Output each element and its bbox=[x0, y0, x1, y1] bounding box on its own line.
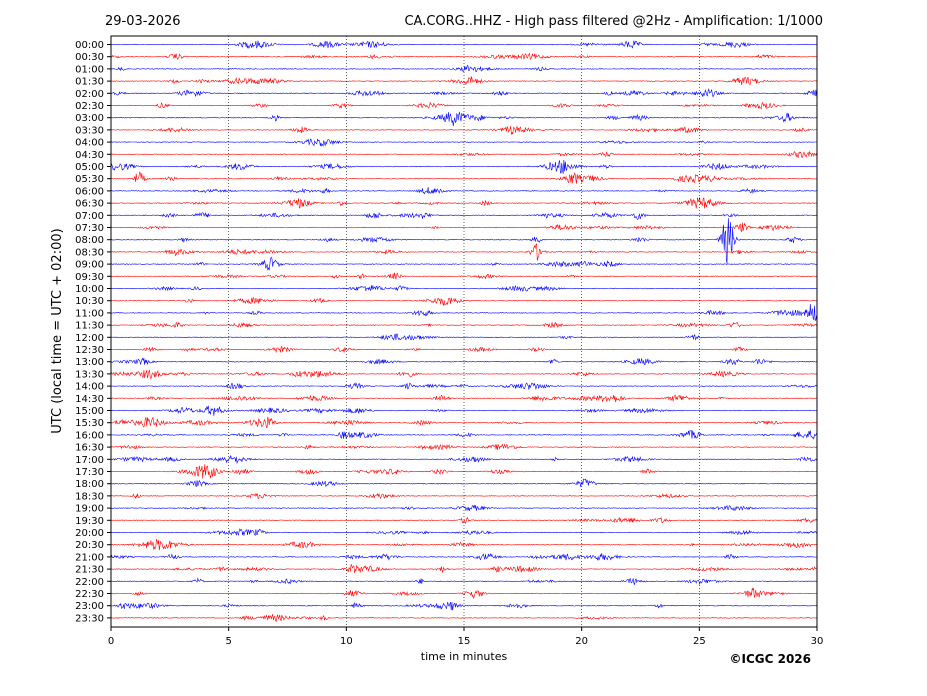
y-tick-label: 11:30 bbox=[75, 321, 104, 332]
plot-frame bbox=[110, 35, 818, 628]
y-tick-label: 03:30 bbox=[75, 125, 104, 136]
trace-line bbox=[110, 65, 817, 73]
trace-line bbox=[110, 587, 817, 600]
y-tick-label: 17:00 bbox=[75, 455, 104, 466]
y-tick-label: 07:30 bbox=[75, 223, 104, 234]
trace-line bbox=[110, 416, 817, 428]
trace-line bbox=[110, 187, 817, 195]
y-axis-label: UTC (local time = UTC + 02:00) bbox=[50, 228, 65, 433]
y-tick-label: 23:30 bbox=[75, 613, 104, 624]
trace-line bbox=[110, 40, 817, 49]
copyright-label: ©ICGC 2026 bbox=[729, 652, 811, 666]
y-tick-label: 17:30 bbox=[75, 467, 104, 478]
y-tick-label: 02:00 bbox=[75, 89, 104, 100]
y-tick-label: 06:30 bbox=[75, 199, 104, 210]
y-tick-label: 21:00 bbox=[75, 552, 104, 563]
y-tick-label: 09:00 bbox=[75, 260, 104, 271]
trace-line bbox=[110, 553, 817, 561]
y-tick-label: 08:30 bbox=[75, 247, 104, 258]
y-tick-label: 04:30 bbox=[75, 150, 104, 161]
trace-line bbox=[110, 222, 817, 233]
y-tick-label: 18:30 bbox=[75, 491, 104, 502]
y-tick-label: 07:00 bbox=[75, 211, 104, 222]
y-tick-label: 19:00 bbox=[75, 504, 104, 515]
y-tick-label: 05:30 bbox=[75, 174, 104, 185]
x-tick-label: 30 bbox=[811, 636, 824, 647]
trace-line bbox=[110, 218, 817, 264]
trace-line bbox=[110, 516, 817, 524]
trace-line bbox=[110, 528, 817, 537]
trace-line bbox=[110, 76, 817, 86]
trace-line bbox=[110, 564, 817, 574]
x-tick-label: 0 bbox=[108, 636, 114, 647]
y-tick-label: 14:00 bbox=[75, 382, 104, 393]
y-tick-label: 01:00 bbox=[75, 64, 104, 75]
y-tick-label: 14:30 bbox=[75, 394, 104, 405]
y-tick-label: 13:30 bbox=[75, 369, 104, 380]
y-tick-label: 10:30 bbox=[75, 296, 104, 307]
y-tick-label: 11:00 bbox=[75, 308, 104, 319]
x-tick-label: 15 bbox=[458, 636, 471, 647]
y-tick-label: 19:30 bbox=[75, 516, 104, 527]
y-tick-label: 06:00 bbox=[75, 186, 104, 197]
y-tick-label: 01:30 bbox=[75, 77, 104, 88]
trace-line bbox=[111, 430, 817, 440]
trace-line bbox=[110, 333, 817, 341]
y-tick-label: 18:00 bbox=[75, 479, 104, 490]
trace-line bbox=[110, 171, 817, 184]
x-axis-label: time in minutes bbox=[421, 650, 508, 663]
y-tick-label: 16:30 bbox=[75, 443, 104, 454]
y-tick-label: 12:30 bbox=[75, 345, 104, 356]
y-tick-label: 23:00 bbox=[75, 601, 104, 612]
trace-line bbox=[111, 212, 817, 220]
trace-line bbox=[110, 197, 817, 209]
y-tick-label: 00:00 bbox=[75, 40, 104, 51]
y-tick-label: 20:00 bbox=[75, 528, 104, 539]
x-tick-label: 5 bbox=[225, 636, 231, 647]
date-label: 29-03-2026 bbox=[105, 14, 181, 29]
trace-line bbox=[111, 256, 817, 271]
trace-line bbox=[110, 125, 817, 136]
y-tick-label: 15:30 bbox=[75, 418, 104, 429]
y-tick-label: 10:00 bbox=[75, 284, 104, 295]
y-tick-label: 02:30 bbox=[75, 101, 104, 112]
x-tick-label: 25 bbox=[693, 636, 706, 647]
y-tick-label: 03:00 bbox=[75, 113, 104, 124]
y-tick-label: 04:00 bbox=[75, 138, 104, 149]
trace-line bbox=[110, 345, 817, 354]
y-tick-label: 00:30 bbox=[75, 52, 104, 63]
trace-line bbox=[110, 297, 817, 306]
x-tick-label: 10 bbox=[340, 636, 353, 647]
trace-line bbox=[110, 357, 817, 366]
y-tick-label: 09:30 bbox=[75, 272, 104, 283]
y-tick-label: 16:00 bbox=[75, 430, 104, 441]
y-tick-label: 22:30 bbox=[75, 589, 104, 600]
trace-line bbox=[110, 577, 817, 586]
trace-line bbox=[110, 394, 817, 403]
trace-line bbox=[110, 405, 817, 416]
y-tick-label: 21:30 bbox=[75, 565, 104, 576]
trace-line bbox=[110, 455, 817, 464]
x-axis: 0 5 10 15 20 25 30 bbox=[108, 627, 824, 647]
y-tick-label: 20:30 bbox=[75, 540, 104, 551]
grid-layer bbox=[228, 36, 700, 627]
y-tick-label: 13:00 bbox=[75, 357, 104, 368]
trace-line bbox=[110, 538, 817, 551]
y-tick-label: 22:00 bbox=[75, 577, 104, 588]
trace-line bbox=[110, 504, 817, 511]
y-tick-label: 08:00 bbox=[75, 235, 104, 246]
y-tick-label: 12:00 bbox=[75, 333, 104, 344]
y-tick-label: 05:00 bbox=[75, 162, 104, 173]
y-tick-label: 15:00 bbox=[75, 406, 104, 417]
trace-line bbox=[110, 159, 817, 174]
trace-line bbox=[110, 369, 817, 380]
x-tick-label: 20 bbox=[575, 636, 588, 647]
chart-title: CA.CORG..HHZ - High pass filtered @2Hz -… bbox=[404, 14, 823, 29]
